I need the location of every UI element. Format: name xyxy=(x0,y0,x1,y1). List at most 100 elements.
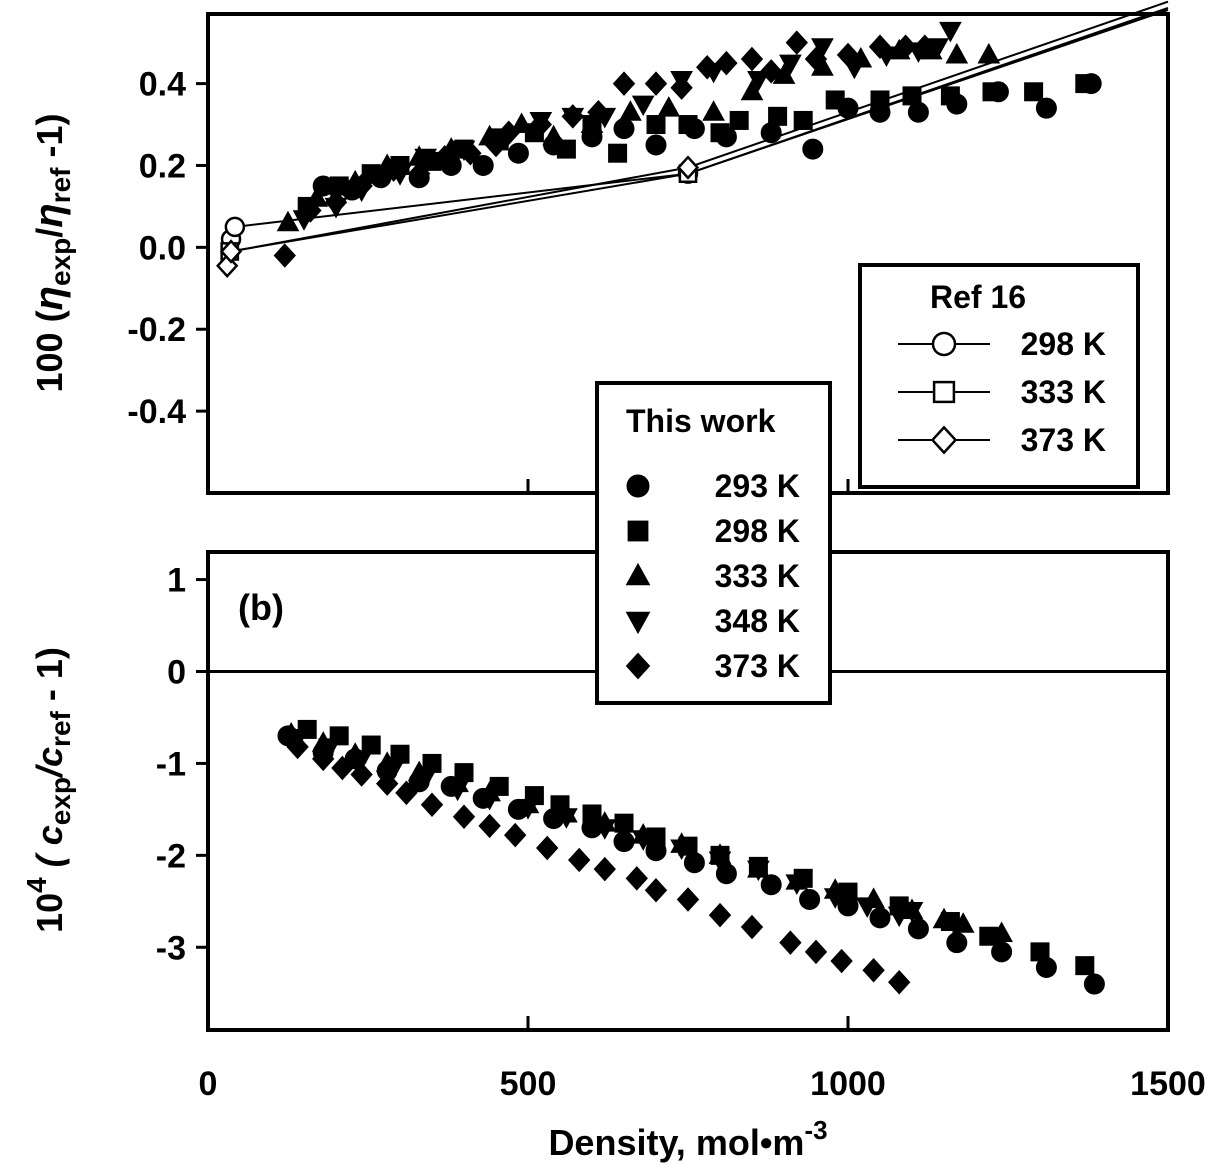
data-point xyxy=(331,755,354,781)
data-point xyxy=(760,59,783,84)
data-point xyxy=(1075,74,1095,94)
data-point xyxy=(497,120,520,145)
data-point xyxy=(823,888,847,909)
data-point xyxy=(516,799,540,820)
data-point xyxy=(361,735,381,755)
legend-label: 333 K xyxy=(715,558,800,594)
data-point xyxy=(529,112,552,137)
data-point xyxy=(887,906,911,928)
legend-label: 373 K xyxy=(1021,422,1106,458)
data-point xyxy=(913,34,936,59)
top-data-points xyxy=(216,21,1102,278)
data-point xyxy=(760,874,782,896)
x-axis-ticks: 0 500 1000 1500 xyxy=(199,1065,1206,1103)
data-point xyxy=(747,860,770,882)
data-point xyxy=(894,34,917,59)
data-point xyxy=(946,932,968,954)
data-point xyxy=(484,132,508,158)
data-point xyxy=(478,789,501,811)
data-point xyxy=(802,138,824,160)
data-point xyxy=(631,95,655,117)
data-point xyxy=(472,154,494,176)
data-point xyxy=(312,746,335,772)
data-point xyxy=(286,734,309,760)
data-point xyxy=(678,115,698,135)
y-tick-label: -3 xyxy=(156,929,186,967)
data-point xyxy=(740,46,764,72)
data-point xyxy=(273,243,296,268)
ref16-legend-box xyxy=(858,263,1140,489)
data-point xyxy=(804,46,828,72)
data-point xyxy=(888,969,911,995)
data-point xyxy=(408,161,431,186)
data-point xyxy=(625,866,648,891)
data-point xyxy=(676,887,700,912)
data-point xyxy=(644,878,668,903)
data-point xyxy=(376,771,399,796)
legend-marker xyxy=(625,652,651,680)
data-point xyxy=(593,819,617,840)
data-point xyxy=(830,948,853,974)
data-point xyxy=(593,856,616,882)
data-point xyxy=(939,21,962,43)
top-panel: -0.4 -0.2 0.0 0.2 0.4 100 (ηexp/ηref -1) xyxy=(27,0,1170,495)
legend-label: 333 K xyxy=(1021,374,1106,410)
legend-marker xyxy=(627,520,649,542)
y-tick-label: 0.4 xyxy=(139,66,186,104)
data-point xyxy=(561,104,584,129)
data-point xyxy=(568,847,591,873)
ref16-point xyxy=(224,216,246,238)
data-point xyxy=(907,918,929,940)
data-point xyxy=(708,851,732,872)
y-tick-label: -0.2 xyxy=(127,311,186,349)
this-work-legend-box xyxy=(595,381,832,705)
data-point xyxy=(644,71,668,96)
data-point xyxy=(510,112,533,134)
data-point xyxy=(670,839,693,861)
bottom-y-ticks: -3 -2 -1 0 1 xyxy=(156,562,1170,1030)
data-point xyxy=(1083,973,1105,995)
data-point xyxy=(670,75,693,100)
data-point xyxy=(414,768,437,790)
data-point xyxy=(452,804,476,829)
data-point xyxy=(793,110,813,130)
data-point xyxy=(608,143,628,163)
y-tick-label: -2 xyxy=(156,837,186,875)
y-tick-label: 0.2 xyxy=(139,147,186,185)
x-tick-label: 1500 xyxy=(1130,1065,1206,1103)
legend-label: 298 K xyxy=(1021,326,1106,362)
data-point xyxy=(1030,942,1050,962)
data-point xyxy=(329,176,349,196)
legend-label: 348 K xyxy=(715,603,800,639)
data-point xyxy=(768,106,788,126)
data-point xyxy=(696,54,719,80)
data-point xyxy=(446,780,469,802)
legend-marker xyxy=(625,562,651,586)
data-point xyxy=(276,210,300,232)
data-point xyxy=(613,831,635,853)
bottom-y-axis-label: 104 ( cexp/cref - 1) xyxy=(21,647,76,933)
data-point xyxy=(478,813,501,839)
data-point xyxy=(420,792,444,818)
data-point xyxy=(870,90,890,110)
data-point xyxy=(350,762,373,787)
x-axis-label: Density, mol•m-3 xyxy=(548,1115,827,1163)
top-y-axis-label: 100 (ηexp/ηref -1) xyxy=(27,114,76,393)
data-point xyxy=(799,888,821,910)
data-point xyxy=(631,830,655,851)
data-point xyxy=(414,148,437,170)
ref16-point xyxy=(676,155,700,180)
data-point xyxy=(715,50,738,76)
data-point xyxy=(977,42,1001,64)
legend-marker xyxy=(931,331,957,357)
y-tick-label: 0.0 xyxy=(139,229,186,267)
data-point xyxy=(862,958,885,983)
legend-marker xyxy=(932,380,956,404)
legend-marker xyxy=(625,611,651,635)
data-point xyxy=(382,157,405,182)
data-point xyxy=(779,930,802,955)
data-point xyxy=(785,874,809,895)
data-point xyxy=(932,907,956,929)
data-point xyxy=(459,140,482,166)
